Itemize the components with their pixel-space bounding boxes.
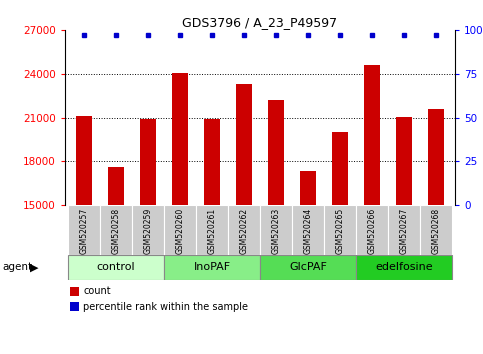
Bar [196,205,228,255]
Text: GSM520268: GSM520268 [431,207,440,253]
Bar [236,84,252,354]
Bar [164,205,196,255]
Bar [68,205,100,255]
Bar [76,116,92,354]
Bar [164,255,260,280]
Bar [260,255,356,280]
Bar [260,205,292,255]
Text: InoPAF: InoPAF [194,263,230,273]
Text: count: count [84,286,111,296]
Bar [356,205,388,255]
Text: percentile rank within the sample: percentile rank within the sample [84,302,248,312]
Bar [428,109,444,354]
Bar [268,100,284,354]
Bar [68,255,164,280]
Bar [388,205,420,255]
Text: GSM520263: GSM520263 [271,207,281,254]
Bar [300,171,316,354]
Text: GSM520258: GSM520258 [112,207,121,253]
Text: GSM520259: GSM520259 [143,207,153,254]
Text: ▶: ▶ [30,263,39,273]
Bar [364,65,380,354]
Bar [420,205,452,255]
Bar [204,119,220,354]
Text: GSM520264: GSM520264 [303,207,313,254]
Bar [140,119,156,354]
Bar [324,205,356,255]
Text: agent: agent [2,263,32,273]
Text: GSM520266: GSM520266 [368,207,376,254]
Bar [172,73,188,354]
Title: GDS3796 / A_23_P49597: GDS3796 / A_23_P49597 [183,16,338,29]
Text: GSM520261: GSM520261 [208,207,216,253]
Bar [228,205,260,255]
Bar [332,132,348,354]
Bar [356,255,452,280]
Text: edelfosine: edelfosine [375,263,433,273]
Text: control: control [97,263,135,273]
Bar [132,205,164,255]
Text: GSM520265: GSM520265 [335,207,344,254]
Text: GlcPAF: GlcPAF [289,263,327,273]
Text: GSM520260: GSM520260 [176,207,185,254]
Text: GSM520262: GSM520262 [240,207,249,253]
Bar [108,167,124,354]
Bar [100,205,132,255]
Text: GSM520267: GSM520267 [399,207,408,254]
Bar [292,205,324,255]
Bar [396,117,412,354]
Text: GSM520257: GSM520257 [80,207,89,254]
